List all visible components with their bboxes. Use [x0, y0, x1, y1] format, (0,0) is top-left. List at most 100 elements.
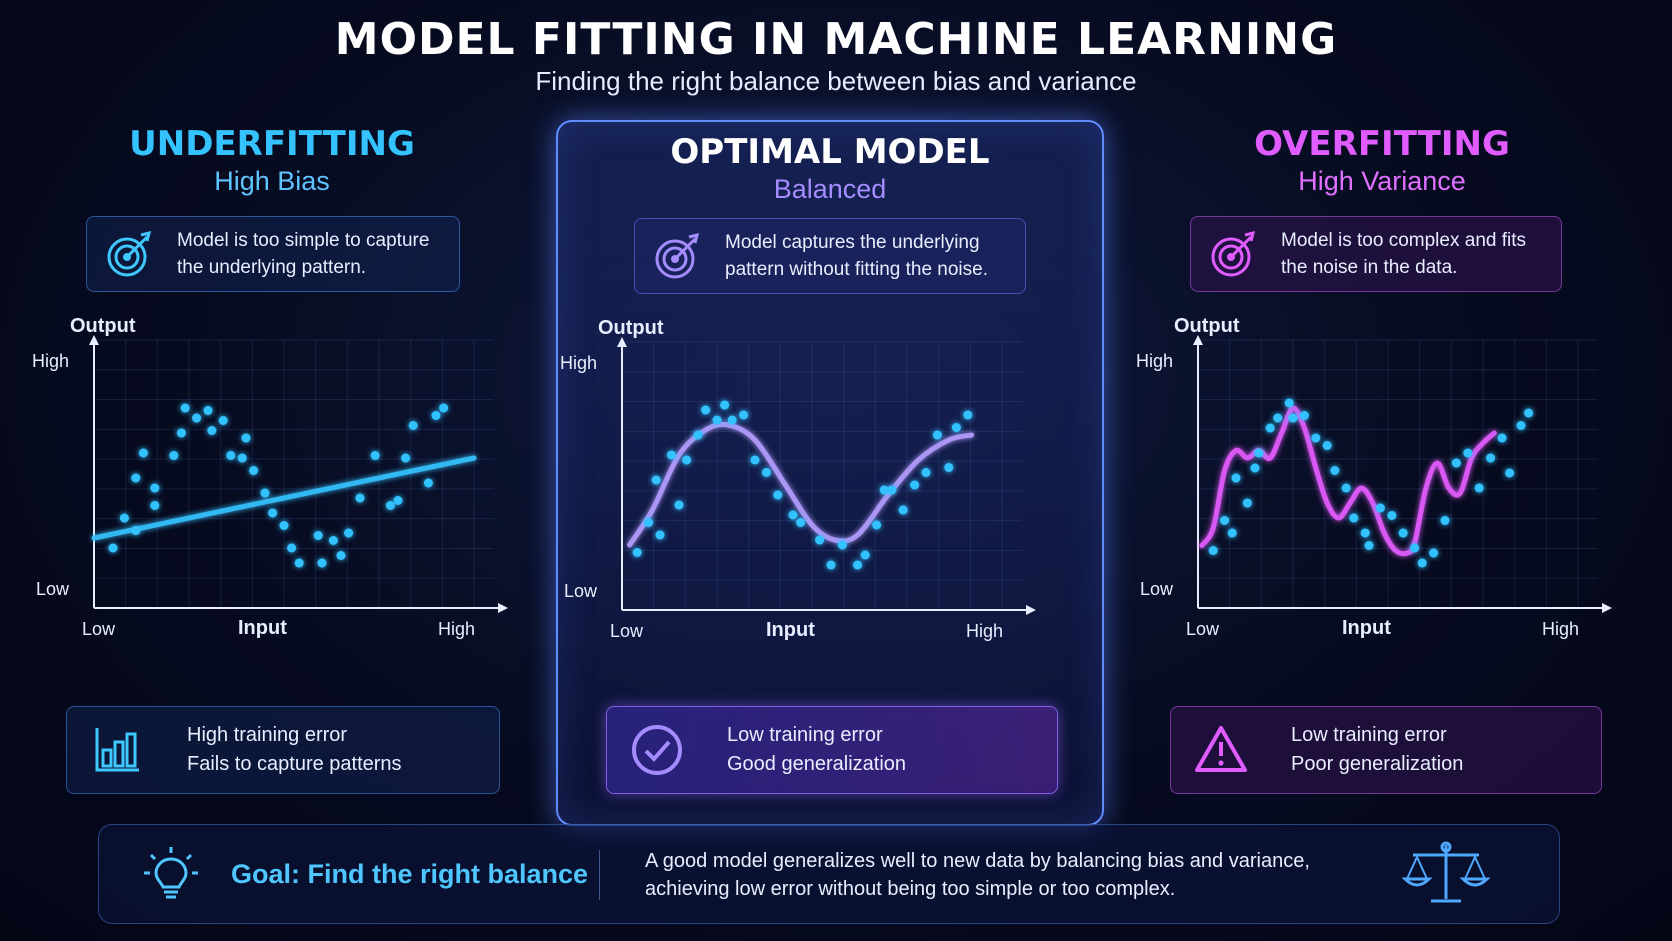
- data-point: [1231, 473, 1241, 483]
- y-axis-title: Output: [598, 317, 664, 339]
- page-subtitle: Finding the right balance between bias a…: [535, 66, 1137, 96]
- data-point: [837, 540, 847, 550]
- x-axis-arrow: [1026, 605, 1036, 615]
- data-point: [727, 415, 737, 425]
- x-low-label: Low: [82, 619, 116, 639]
- data-point: [336, 551, 346, 560]
- underfitting-chart: Output High Low Low Input High: [32, 315, 512, 673]
- data-point: [131, 473, 141, 483]
- x-axis-arrow: [498, 603, 508, 613]
- data-point: [176, 428, 186, 438]
- overfitting-chart: Output High Low Low Input High: [1136, 315, 1616, 673]
- y-axis-arrow: [617, 337, 627, 347]
- goal-text-line-2: achieving low error without being too si…: [645, 878, 1176, 900]
- goal-title: Goal: Find the right balance: [231, 859, 589, 889]
- target-icon: [107, 230, 152, 277]
- data-point: [1410, 543, 1420, 553]
- data-point: [887, 485, 897, 495]
- data-point: [1505, 468, 1515, 478]
- data-point: [249, 466, 259, 475]
- optimal-chart: Output High Low Low Input High: [560, 317, 1040, 675]
- data-point: [1375, 503, 1385, 513]
- data-point: [1429, 548, 1439, 558]
- data-point: [279, 521, 289, 530]
- data-point: [872, 520, 882, 530]
- data-point: [655, 530, 665, 540]
- optimal-model-panel: OPTIMAL MODEL Balanced Model captures th…: [556, 120, 1104, 826]
- lightbulb-icon: [144, 847, 198, 899]
- overfitting-subtitle: High Variance: [1298, 166, 1466, 196]
- optimal-result-line-2: Good generalization: [727, 753, 907, 775]
- data-point: [1288, 413, 1298, 423]
- data-point: [1311, 433, 1321, 443]
- goal-text: A good model generalizes well to new dat…: [645, 847, 1310, 903]
- fit-curve: [1199, 405, 1497, 557]
- data-point: [1440, 516, 1450, 525]
- data-point: [169, 451, 179, 460]
- underfitting-description: Model is too simple to capture the under…: [86, 216, 460, 292]
- data-point: [712, 415, 722, 425]
- overfitting-panel: OVERFITTING High Variance Model is too c…: [1122, 118, 1642, 818]
- data-point: [788, 510, 798, 520]
- y-axis-title: Output: [1174, 315, 1240, 337]
- data-point: [693, 430, 703, 440]
- y-axis-arrow: [89, 335, 99, 345]
- optimal-result: Low training error Good generalization: [606, 706, 1058, 794]
- chart-grid: [1197, 339, 1598, 609]
- data-point: [644, 518, 654, 527]
- data-point: [739, 410, 749, 420]
- underfitting-description-line-2: the underlying pattern.: [177, 257, 367, 278]
- data-point: [203, 406, 213, 415]
- data-point: [1330, 466, 1340, 475]
- overfitting-title: OVERFITTING: [1254, 124, 1510, 164]
- y-high-label: High: [32, 351, 70, 371]
- data-point: [860, 550, 870, 560]
- underfitting-result-line-2: Fails to capture patterns: [187, 753, 402, 775]
- x-high-label: High: [438, 619, 476, 639]
- y-axis-arrow: [1193, 335, 1203, 345]
- overfitting-description-line-1: Model is too complex and fits: [1281, 230, 1527, 251]
- data-point: [720, 400, 730, 410]
- data-point: [951, 423, 961, 432]
- data-point: [674, 500, 684, 510]
- x-axis-title: Input: [1342, 617, 1391, 639]
- optimal-title: OPTIMAL MODEL: [670, 132, 990, 172]
- data-point: [294, 558, 304, 568]
- data-point: [879, 485, 889, 495]
- overfitting-result-line-1: Low training error: [1291, 724, 1447, 746]
- data-point: [180, 403, 190, 413]
- data-point: [260, 488, 270, 498]
- data-point: [1208, 546, 1218, 555]
- data-point: [1516, 421, 1526, 430]
- data-point: [944, 463, 954, 472]
- x-high-label: High: [966, 621, 1004, 641]
- x-axis-title: Input: [238, 617, 287, 639]
- data-point: [1387, 511, 1397, 520]
- data-point: [131, 526, 141, 535]
- data-point: [317, 558, 327, 568]
- warning-icon: [1195, 726, 1247, 772]
- data-point: [431, 411, 441, 420]
- data-point: [1497, 433, 1507, 443]
- data-point: [1417, 558, 1427, 568]
- optimal-description-line-1: Model captures the underlying: [725, 232, 980, 253]
- fit-curve: [91, 455, 477, 541]
- check-circle-icon: [632, 725, 682, 775]
- data-point: [237, 453, 247, 463]
- data-point: [921, 468, 931, 477]
- optimal-subtitle: Balanced: [773, 174, 887, 204]
- data-point: [108, 543, 118, 553]
- data-point: [761, 468, 771, 477]
- data-point: [1273, 413, 1283, 423]
- overfitting-description-line-2: the noise in the data.: [1281, 257, 1458, 278]
- overfitting-result: Low training error Poor generalization: [1170, 706, 1602, 794]
- data-point: [1242, 498, 1252, 508]
- data-point: [150, 483, 160, 493]
- data-point: [1227, 528, 1237, 538]
- data-point: [1364, 541, 1374, 550]
- goal-text-line-1: A good model generalizes well to new dat…: [645, 850, 1310, 872]
- data-point: [853, 560, 863, 570]
- underfitting-title: UNDERFITTING: [129, 124, 415, 164]
- data-point: [651, 475, 661, 485]
- optimal-result-line-1: Low training error: [727, 724, 883, 746]
